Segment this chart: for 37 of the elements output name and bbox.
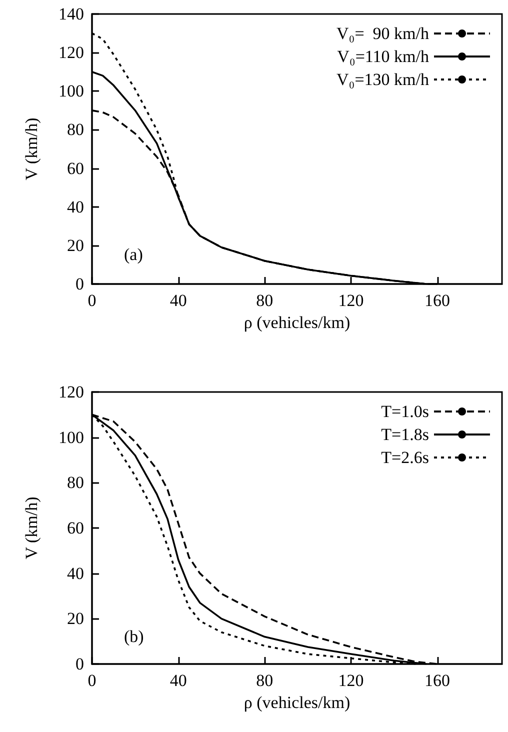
legend-label: T=1.0s: [381, 402, 429, 421]
y-tick-label: 60: [67, 518, 84, 538]
legend-label: T=2.6s: [381, 448, 429, 467]
x-tick-label: 0: [88, 671, 96, 690]
x-tick-label: 80: [256, 291, 274, 310]
annotation: (b): [124, 627, 144, 646]
x-axis-title: ρ (vehicles/km): [244, 692, 350, 712]
y-tick-label: 60: [67, 158, 84, 178]
y-tick-label: 100: [58, 428, 84, 447]
x-tick-label: 120: [338, 291, 364, 310]
x-tick-label: 80: [256, 671, 274, 690]
legend-label: V₀= 90 km/h: [336, 24, 430, 43]
x-tick-label: 40: [170, 291, 187, 310]
annotation: (a): [124, 245, 143, 264]
x-axis-title: ρ (vehicles/km): [244, 312, 350, 332]
y-tick-label: 0: [76, 654, 84, 674]
y-axis-title: V (km/h): [22, 118, 41, 180]
y-tick-label: 140: [58, 4, 84, 24]
x-tick-label: 120: [338, 671, 364, 690]
x-tick-label: 160: [424, 291, 450, 310]
y-tick-label: 120: [58, 43, 84, 62]
y-tick-label: 80: [67, 473, 84, 492]
y-tick-label: 100: [58, 82, 84, 101]
y-tick-label: 80: [67, 120, 84, 140]
x-tick-label: 160: [424, 671, 450, 690]
y-axis-title: V (km/h): [22, 496, 41, 560]
legend-label: V₀=130 km/h: [336, 70, 430, 89]
y-tick-label: 0: [76, 274, 84, 294]
y-tick-label: 120: [58, 382, 84, 402]
y-tick-label: 20: [67, 236, 84, 255]
x-tick-label: 0: [88, 291, 96, 310]
legend-label: T=1.8s: [381, 425, 429, 444]
y-tick-label: 40: [67, 564, 84, 583]
y-tick-label: 40: [67, 197, 84, 216]
y-tick-label: 20: [67, 609, 84, 628]
legend-label: V₀=110 km/h: [337, 47, 430, 66]
x-tick-label: 40: [170, 671, 187, 690]
